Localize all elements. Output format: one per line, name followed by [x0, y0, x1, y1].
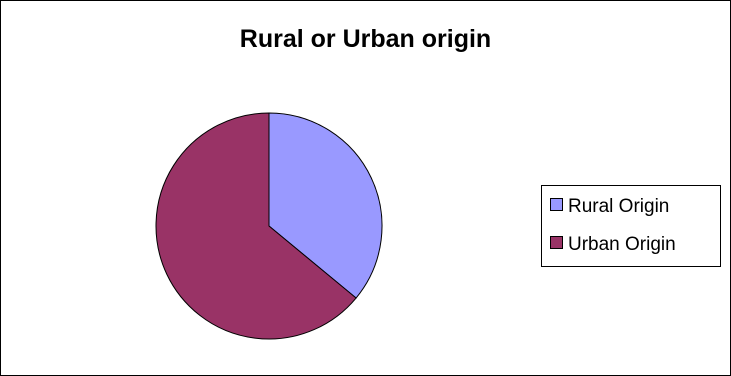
legend-item-rural: Rural Origin — [550, 196, 669, 218]
legend-item-urban: Urban Origin — [550, 234, 676, 256]
legend-label-urban: Urban Origin — [568, 234, 676, 255]
legend-swatch-urban — [550, 236, 563, 249]
pie-slice-urban-origin — [155, 112, 357, 340]
pie-slice-rural-origin — [268, 112, 383, 299]
chart-title: Rural or Urban origin — [239, 25, 492, 53]
legend-swatch-rural — [550, 198, 563, 211]
legend-label-rural: Rural Origin — [568, 196, 670, 217]
legend: Rural Origin Urban Origin — [541, 185, 721, 267]
